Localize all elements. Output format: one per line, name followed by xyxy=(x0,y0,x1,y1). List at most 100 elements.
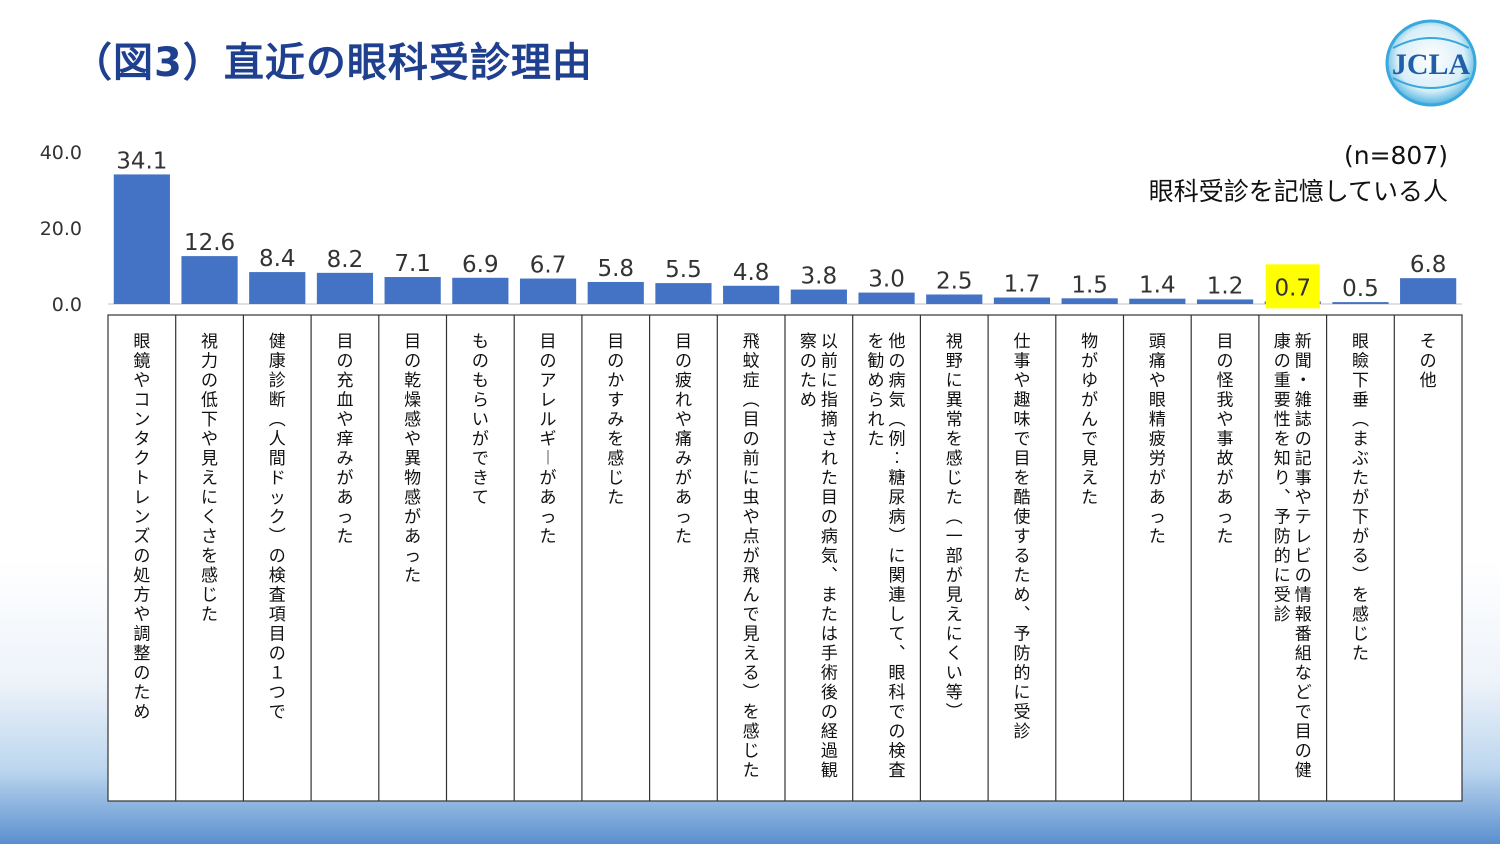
category-char: る xyxy=(1352,547,1369,567)
bar xyxy=(316,272,374,304)
category-char: れ xyxy=(821,449,838,469)
category-char: の xyxy=(1295,742,1312,762)
category-char: つ xyxy=(269,683,286,703)
category-char: に xyxy=(1013,683,1030,703)
category-char: や xyxy=(675,410,692,430)
category-label: その他 xyxy=(1420,332,1437,391)
category-char: の xyxy=(607,352,624,372)
category-char: が xyxy=(743,547,760,567)
jcla-logo: JCLA xyxy=(1385,19,1477,107)
category-char: 調 xyxy=(133,625,150,645)
category-char: 目 xyxy=(821,488,838,508)
sample-size: (n=807) xyxy=(1343,141,1448,170)
category-char: を xyxy=(868,332,885,352)
category-char: え xyxy=(201,469,218,489)
category-char: 気 xyxy=(821,547,838,567)
category-char: め xyxy=(133,703,150,723)
category-char: の xyxy=(336,352,353,372)
data-label: 7.1 xyxy=(394,251,431,277)
category-char: 病 xyxy=(889,371,906,391)
category-char: 故 xyxy=(1217,449,1234,469)
category-char: や xyxy=(133,371,150,391)
category-char: ︶ xyxy=(269,527,286,547)
category-char: の xyxy=(133,547,150,567)
category-char: た xyxy=(868,430,885,450)
category-char: ︵ xyxy=(743,391,760,411)
category-char: 視 xyxy=(201,332,218,352)
category-char: 前 xyxy=(821,352,838,372)
category-char: レ xyxy=(1295,527,1312,547)
data-label: 1.2 xyxy=(1207,273,1244,299)
category-char: 健 xyxy=(1295,761,1312,781)
sample-note: (n=807) 眼科受診を記憶している人 xyxy=(1149,138,1448,210)
category-char: ク xyxy=(269,508,286,528)
category-char: っ xyxy=(336,508,353,528)
category-char: に xyxy=(946,625,963,645)
category-char: た xyxy=(1013,566,1030,586)
category-char: の xyxy=(133,664,150,684)
data-label: 5.8 xyxy=(597,256,634,282)
category-char: 診 xyxy=(1274,605,1291,625)
category-char: 垂 xyxy=(1352,391,1369,411)
category-char: ︑ xyxy=(1274,488,1291,508)
category-char: ま xyxy=(821,586,838,606)
category-char: 感 xyxy=(404,488,421,508)
category-char: に xyxy=(1274,566,1291,586)
category-char: ド xyxy=(269,469,286,489)
category-char: 手 xyxy=(821,644,838,664)
data-label: 1.4 xyxy=(1139,273,1176,299)
category-char: が xyxy=(1352,488,1369,508)
bar xyxy=(858,292,915,304)
category-char: 科 xyxy=(889,683,906,703)
category-char: 下 xyxy=(1352,508,1369,528)
category-char: に xyxy=(821,371,838,391)
category-char: の xyxy=(472,352,489,372)
category-char: も xyxy=(472,332,489,352)
category-char: ト xyxy=(133,469,150,489)
category-char: ん xyxy=(1081,410,1098,430)
data-label: 1.7 xyxy=(1004,272,1041,298)
category-char: っ xyxy=(404,547,421,567)
category-char: や xyxy=(404,430,421,450)
category-char: た xyxy=(1217,527,1234,547)
bar xyxy=(1400,278,1457,304)
category-char: で xyxy=(889,703,906,723)
bar xyxy=(113,174,170,304)
data-label: 6.9 xyxy=(462,252,499,278)
category-char: の xyxy=(201,371,218,391)
category-char: や xyxy=(336,410,353,430)
category-char: 糖 xyxy=(889,469,906,489)
category-char: の xyxy=(1295,566,1312,586)
category-char: た xyxy=(800,371,817,391)
category-char: に xyxy=(201,488,218,508)
category-char: 下 xyxy=(201,410,218,430)
category-char: 断 xyxy=(269,391,286,411)
category-char: 的 xyxy=(1013,664,1030,684)
data-label: 34.1 xyxy=(116,148,167,174)
category-char: で xyxy=(269,703,286,723)
category-char: 瞼 xyxy=(1352,351,1369,372)
category-char: 見 xyxy=(946,586,963,606)
category-char: や xyxy=(1013,371,1030,391)
category-char: 指 xyxy=(821,391,838,411)
category-char: 目 xyxy=(607,332,624,352)
category-char: 目 xyxy=(540,332,557,352)
data-label: 6.7 xyxy=(530,253,567,279)
category-char: ア xyxy=(540,371,557,391)
category-char: く xyxy=(946,644,963,664)
category-char: じ xyxy=(1352,625,1369,645)
category-char: 要 xyxy=(1274,391,1291,411)
category-char: 受 xyxy=(1013,703,1030,723)
bar xyxy=(519,278,577,304)
category-char: 飛 xyxy=(743,566,760,586)
category-char: 防 xyxy=(1013,644,1030,664)
data-label: 6.8 xyxy=(1410,252,1447,278)
category-char: た xyxy=(336,527,353,547)
